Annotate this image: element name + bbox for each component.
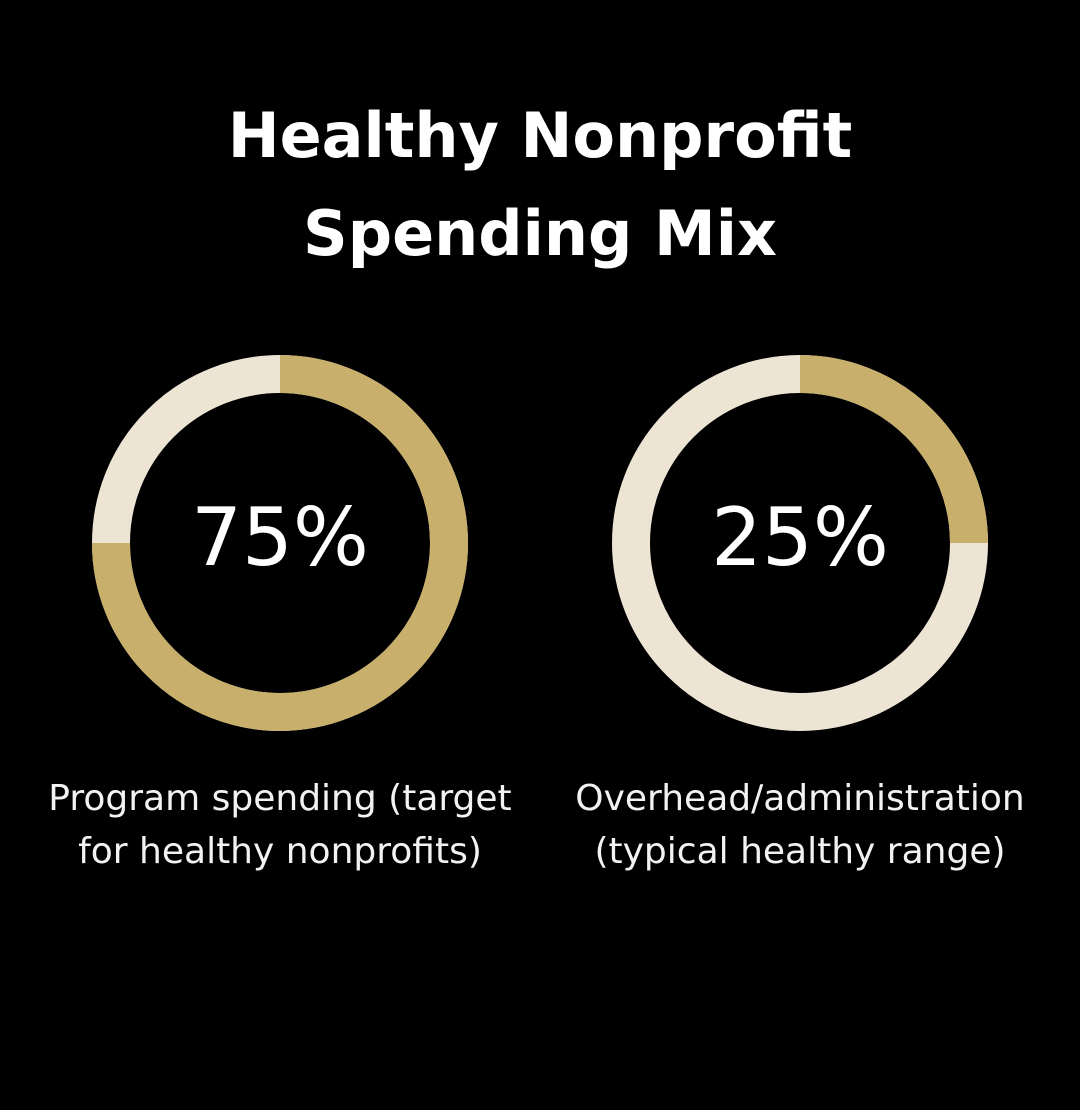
donut-arc — [799, 355, 988, 544]
caption-line: Program spending (target — [48, 778, 511, 819]
value-label: 25% — [711, 491, 889, 584]
caption-line: for healthy nonprofits) — [78, 831, 482, 872]
caption-line: Overhead/administration — [575, 778, 1024, 819]
title-line: Healthy Nonprofit — [228, 99, 853, 172]
title-line: Spending Mix — [303, 197, 777, 270]
value-label: 75% — [191, 491, 369, 584]
donut-arc — [92, 355, 468, 731]
caption-line: (typical healthy range) — [594, 831, 1005, 872]
